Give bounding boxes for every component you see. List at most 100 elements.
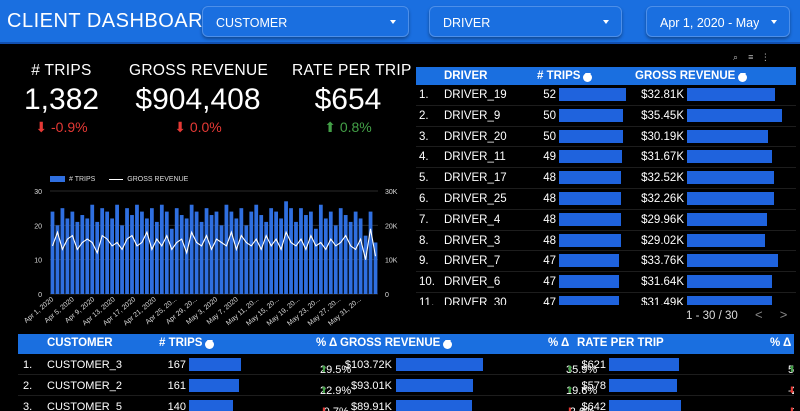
trips-bar [373, 242, 378, 294]
column-header-trips[interactable]: # TRIPS [159, 337, 215, 349]
kpi-delta: ⬆ 0.8% [324, 119, 372, 135]
row-rank: 4. [419, 151, 429, 164]
trips-bar [125, 208, 129, 294]
table-row[interactable]: 7. DRIVER_4 48 $29.96K [416, 210, 796, 231]
driver-filter-label: DRIVER [443, 16, 491, 30]
trips-bar [309, 211, 313, 294]
column-header-trips[interactable]: # TRIPS [537, 70, 593, 82]
trips-bar [358, 218, 363, 294]
table-row[interactable]: 1. DRIVER_19 52 $32.81K [416, 85, 796, 106]
trips-value: 47 [543, 276, 556, 289]
trips-value: 140 [167, 401, 186, 411]
table-row[interactable]: 9. DRIVER_7 47 $33.76K [416, 251, 796, 273]
customer-rows: 1. CUSTOMER_3 167 29.5% ⬆ $103.72K 35.9% ⬆ $62… [18, 354, 794, 411]
table-row[interactable]: 4. DRIVER_11 49 $31.67K [416, 147, 796, 169]
driver-name: DRIVER_4 [444, 213, 501, 226]
row-rank: 5. [419, 172, 429, 185]
sort-dot-icon [443, 340, 453, 349]
trips-value: 48 [543, 192, 556, 205]
date-range-filter[interactable]: Apr 1, 2020 - May 3 [646, 6, 790, 37]
sort-dot-icon [205, 340, 215, 349]
revenue-delta-value: -2.6% [566, 406, 595, 411]
revenue-bar [687, 150, 772, 164]
column-header-trips-delta[interactable]: % Δ [316, 337, 338, 349]
table-row[interactable]: 3. DRIVER_20 50 $30.19K [416, 127, 796, 148]
column-header-revenue[interactable]: GROSS REVENUE [340, 337, 453, 349]
trips-bar [209, 215, 214, 294]
next-page-icon[interactable]: > [779, 307, 788, 322]
driver-name: DRIVER_6 [444, 276, 501, 289]
column-header-rate-delta[interactable]: % Δ [770, 337, 792, 349]
chart-legend[interactable]: # TRIPS GROSS REVENUE [50, 176, 188, 183]
table-row[interactable]: 5. DRIVER_17 48 $32.52K [416, 168, 796, 189]
customer-filter-label: CUSTOMER [216, 16, 288, 30]
trips-bar [299, 208, 303, 294]
row-rank: 8. [419, 234, 429, 247]
table-header: CUSTOMER # TRIPS % Δ GROSS REVENUE % Δ R… [18, 334, 794, 354]
revenue-value: $30.19K [641, 130, 684, 143]
table-header: DRIVER # TRIPS GROSS REVENUE [416, 67, 796, 85]
y-right-tick-label: 10K [385, 258, 398, 265]
revenue-value: $32.52K [641, 172, 684, 185]
trips-bar [189, 358, 241, 371]
table-row[interactable]: 8. DRIVER_3 48 $29.02K [416, 231, 796, 252]
trips-bar [234, 218, 239, 294]
trips-bar [189, 400, 233, 411]
sort-dot-icon [583, 73, 593, 82]
trips-bar [559, 108, 624, 122]
trips-bar [559, 191, 621, 205]
row-rank: 3. [23, 401, 33, 411]
revenue-line [51, 228, 377, 260]
table-row[interactable]: 10. DRIVER_6 47 $31.64K [416, 272, 796, 293]
row-rank: 1. [419, 89, 429, 101]
table-row[interactable]: 1. CUSTOMER_3 167 29.5% ⬆ $103.72K 35.9% ⬆ $62… [18, 354, 794, 376]
customer-filter[interactable]: CUSTOMER [202, 6, 409, 37]
driver-filter[interactable]: DRIVER [429, 6, 622, 37]
trips-bar [154, 221, 159, 294]
y-right-tick-label: 20K [385, 223, 398, 230]
trips-bar [559, 129, 624, 143]
trips-bar [343, 215, 348, 294]
revenue-delta-value: 35.9% [566, 364, 598, 376]
filter-icon[interactable]: ≡ [748, 52, 754, 62]
revenue-bar [687, 275, 772, 289]
kpi-delta: ⬇ 0.0% [174, 119, 222, 135]
sort-dot-icon [738, 73, 748, 82]
revenue-bar [687, 254, 778, 268]
kpi-label: GROSS REVENUE [129, 62, 269, 79]
column-header-rate[interactable]: RATE PER TRIP [577, 337, 664, 349]
column-header-customer[interactable]: CUSTOMER [47, 337, 113, 349]
date-range-label: Apr 1, 2020 - May 3 [660, 16, 759, 30]
trips-bar [559, 171, 621, 185]
trips-bar [284, 201, 288, 294]
trips-bar [149, 208, 154, 294]
trips-value: 161 [167, 380, 186, 392]
column-header-revenue[interactable]: GROSS REVENUE [635, 70, 748, 82]
kpi-rate-per-trip: RATE PER TRIP $654 ⬆ 0.8% [292, 62, 411, 136]
table-row[interactable]: 11. DRIVER_30 47 $31.49K [416, 293, 796, 305]
customer-name: CUSTOMER_5 [47, 401, 122, 411]
kpi-gross-revenue: GROSS REVENUE $904,408 ⬇ 0.0% [129, 62, 269, 136]
table-row[interactable]: 2. CUSTOMER_2 161 22.9% ⬆ $93.01K 19.6% ⬆ $578… [18, 375, 794, 397]
sort-desc-icon [740, 73, 747, 77]
table-row[interactable]: 2. DRIVER_9 50 $35.45K [416, 106, 796, 127]
column-header-driver[interactable]: DRIVER [444, 70, 488, 82]
trips-bar [115, 204, 119, 294]
table-row[interactable]: 6. DRIVER_25 48 $32.26K [416, 189, 796, 210]
zoom-icon[interactable]: ⌕ [733, 52, 739, 62]
trips-bar [559, 254, 620, 268]
prev-page-icon[interactable]: < [755, 307, 763, 322]
trips-bar [219, 225, 224, 294]
more-options-icon[interactable]: ⋮ [760, 52, 770, 62]
revenue-value: $31.67K [641, 151, 684, 164]
pagination-label: 1 - 30 / 30 [686, 310, 738, 322]
trips-bar [559, 150, 622, 164]
trips-delta-value: 29.5% [320, 364, 352, 376]
kpi-trips: # TRIPS 1,382 ⬇ -0.9% [24, 62, 99, 136]
trips-value: 48 [543, 172, 556, 185]
table-toolbar: ⌕ ≡ ⋮ [733, 52, 770, 63]
revenue-value: $35.45K [641, 109, 684, 122]
column-header-revenue-delta[interactable]: % Δ [548, 337, 570, 349]
